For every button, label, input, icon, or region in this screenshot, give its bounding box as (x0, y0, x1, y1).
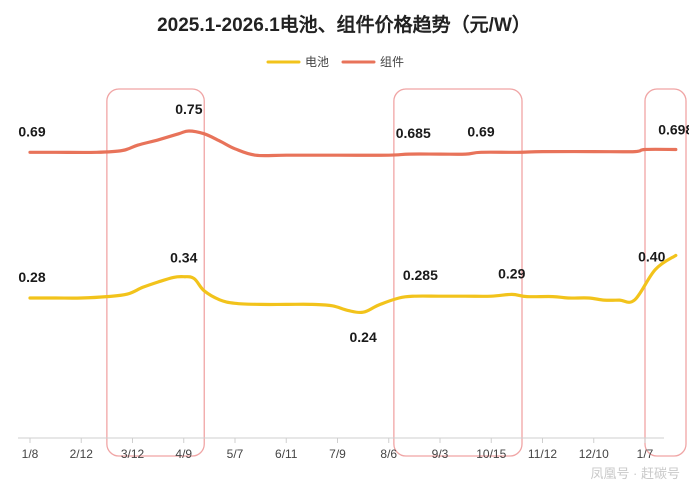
legend: 电池 组件 (266, 55, 404, 69)
highlight-box-3 (644, 88, 687, 457)
x-tick-label: 7/9 (329, 447, 346, 461)
data-label-battery: 0.29 (498, 265, 525, 281)
data-label-module: 0.69 (467, 123, 494, 139)
legend-label-battery: 电池 (305, 55, 329, 69)
data-label-battery: 0.40 (638, 248, 665, 264)
legend-label-module: 组件 (380, 55, 404, 69)
x-tick-label: 10/15 (476, 447, 506, 461)
x-tick-label: 6/11 (275, 447, 298, 461)
x-tick-label: 8/6 (380, 447, 397, 461)
data-labels: 0.28 0.34 0.24 0.285 0.29 0.40 0.69 0.75 0.685 0.… (18, 101, 689, 345)
x-tick-label: 5/7 (227, 447, 244, 461)
x-tick-label: 2/12 (70, 447, 94, 461)
data-label-module: 0.685 (396, 125, 431, 141)
x-tick-label: 11/12 (528, 447, 557, 461)
x-tick-label: 4/9 (175, 447, 192, 461)
data-label-battery: 0.34 (170, 250, 197, 266)
data-label-battery: 0.24 (350, 329, 377, 345)
x-tick-label: 3/12 (121, 447, 145, 461)
data-label-module: 0.698 (658, 121, 689, 137)
watermark: 凤凰号 · 赶碳号 (590, 466, 680, 481)
highlight-box-1 (106, 88, 205, 457)
x-axis-ticks: 1/8 2/12 3/12 4/9 5/7 6/11 7/9 8/6 9/3 10/15 11/12… (22, 438, 654, 461)
series-lines (28, 129, 678, 315)
x-tick-label: 12/10 (579, 447, 609, 461)
data-label-module: 0.75 (175, 101, 202, 117)
series-line-module (28, 129, 678, 158)
x-tick-label: 1/7 (637, 447, 654, 461)
x-tick-label: 9/3 (432, 447, 449, 461)
data-label-battery: 0.285 (403, 267, 438, 283)
highlight-box-2 (393, 88, 523, 457)
x-tick-label: 1/8 (22, 447, 39, 461)
data-label-module: 0.69 (18, 123, 45, 139)
series-line-battery (28, 253, 678, 315)
highlight-boxes (106, 88, 687, 457)
data-label-battery: 0.28 (18, 269, 45, 285)
chart-title: 2025.1-2026.1电池、组件价格趋势（元/W） (157, 13, 531, 36)
